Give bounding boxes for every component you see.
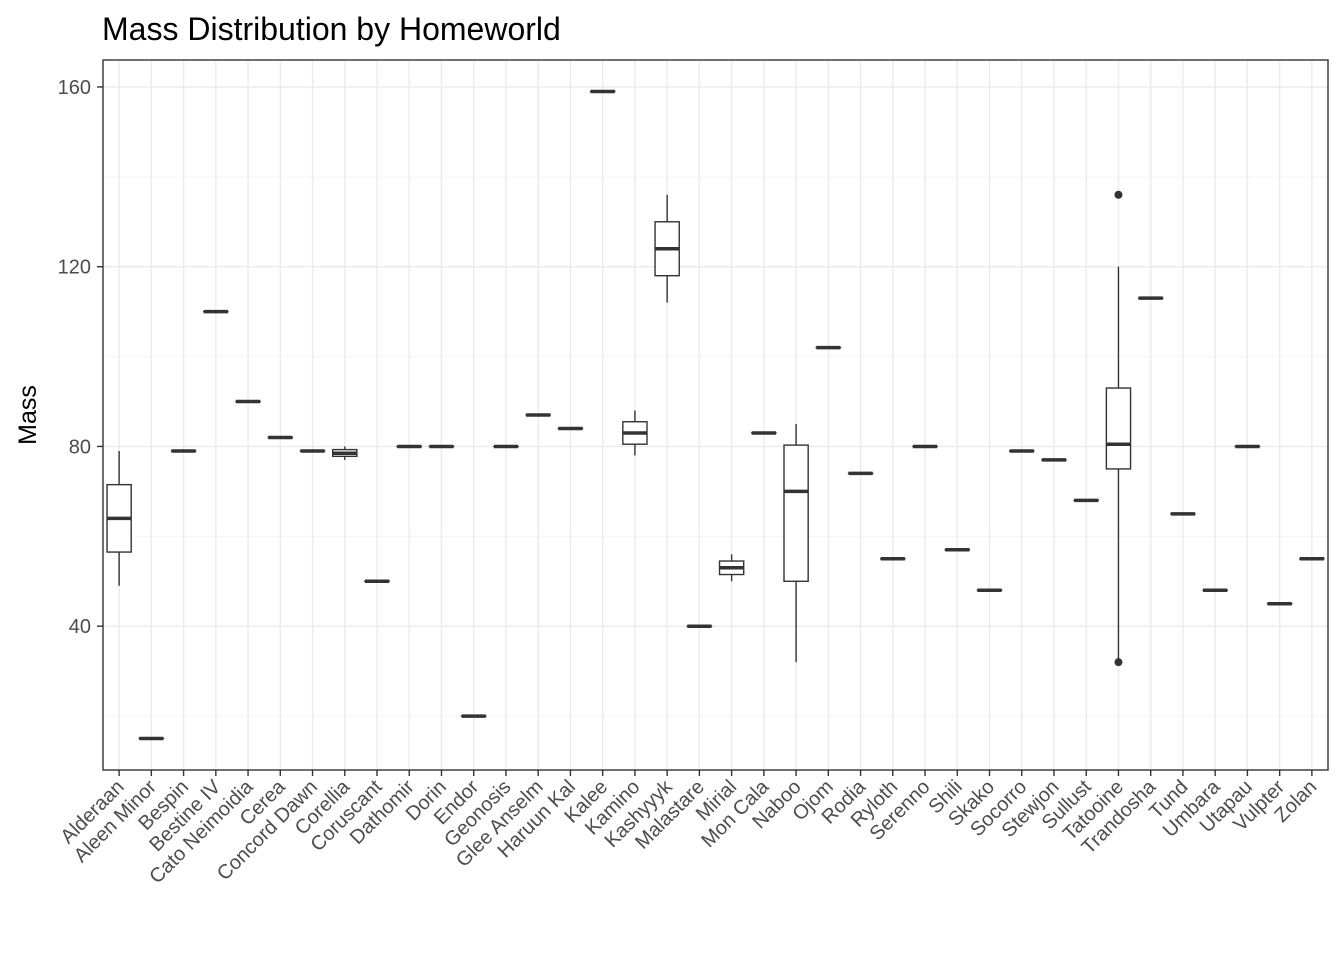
chart-title: Mass Distribution by Homeworld xyxy=(102,11,561,47)
box-naboo xyxy=(783,423,809,663)
y-tick-label: 160 xyxy=(58,77,91,99)
box-iqr xyxy=(1105,387,1132,470)
y-tick-label: 120 xyxy=(58,257,91,279)
y-axis-label: Mass xyxy=(14,385,42,445)
box-corellia xyxy=(331,446,358,460)
box-kamino xyxy=(622,410,648,456)
grid-lines xyxy=(103,60,1328,770)
panel-border xyxy=(102,59,1329,771)
boxes xyxy=(106,89,1325,741)
box-tatooine xyxy=(1105,190,1132,667)
y-tick-label: 80 xyxy=(69,436,91,458)
box-iqr xyxy=(783,444,809,582)
y-axis: 40 80 120 160 xyxy=(58,77,103,638)
box-alderaan xyxy=(106,450,132,586)
box-kashyyyk xyxy=(654,194,680,303)
box-mirial xyxy=(718,554,745,582)
outlier-point xyxy=(1114,190,1123,199)
outlier-point xyxy=(1114,658,1123,667)
y-tick-label: 40 xyxy=(69,616,91,638)
